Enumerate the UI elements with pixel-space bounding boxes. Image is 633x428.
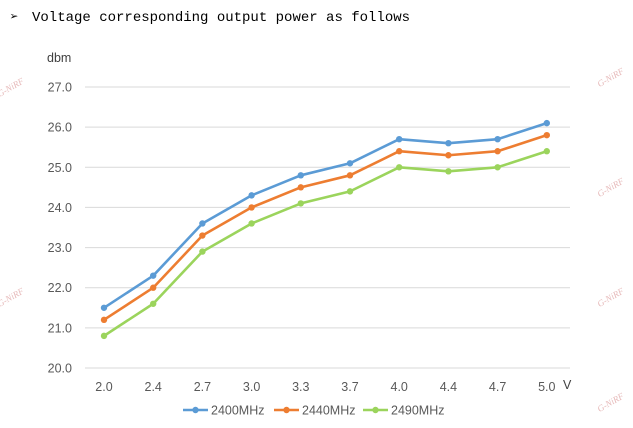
data-point-2400MHz — [396, 135, 403, 143]
x-tick-label: 2.7 — [194, 380, 211, 394]
y-tick-label: 21.0 — [48, 321, 72, 335]
x-tick-label: 3.3 — [292, 380, 309, 394]
page-heading: ➢ Voltage corresponding output power as f… — [10, 9, 410, 26]
series-line-2440MHz — [103, 133, 548, 321]
y-tick-label: 25.0 — [48, 161, 72, 175]
x-tick-label: 2.4 — [145, 380, 162, 394]
y-tick-label: 20.0 — [48, 362, 72, 376]
data-point-2400MHz — [297, 172, 304, 179]
arrow-bullet-icon: ➢ — [10, 10, 19, 26]
watermark-text: G-NiRF — [0, 286, 26, 309]
data-point-2490MHz — [445, 168, 452, 175]
data-point-2490MHz — [150, 300, 157, 307]
data-point-2440MHz — [346, 172, 354, 179]
heading-text: Voltage corresponding output power as fo… — [32, 10, 411, 26]
watermark-text: G-NiRF — [0, 76, 26, 99]
legend-swatch-marker — [192, 406, 199, 414]
data-point-2400MHz — [494, 135, 501, 143]
y-tick-label: 24.0 — [48, 201, 72, 215]
data-point-2400MHz — [100, 304, 108, 311]
data-point-2440MHz — [248, 204, 255, 211]
x-tick-label: 3.0 — [243, 380, 260, 394]
y-tick-label: 27.0 — [48, 81, 72, 95]
series-line-2400MHz — [103, 121, 548, 309]
x-tick-label: 4.4 — [440, 380, 457, 394]
data-point-2490MHz — [297, 200, 304, 207]
legend-swatch-marker — [372, 406, 379, 414]
x-axis-unit-label: V — [563, 378, 572, 392]
x-tick-label: 4.0 — [391, 380, 408, 394]
data-point-2440MHz — [297, 184, 304, 191]
y-axis-unit-label: dbm — [47, 51, 71, 65]
legend-label: 2490MHz — [391, 404, 445, 418]
data-point-2400MHz — [543, 119, 550, 127]
watermark-text: G-NiRF — [595, 286, 626, 309]
data-point-2440MHz — [494, 148, 501, 155]
data-point-2400MHz — [150, 272, 157, 279]
y-tick-label: 22.0 — [48, 281, 72, 295]
x-tick-label: 2.0 — [95, 380, 112, 394]
data-point-2490MHz — [543, 148, 550, 155]
data-point-2490MHz — [396, 164, 403, 171]
data-point-2440MHz — [543, 131, 550, 139]
watermark-text: G-NiRF — [595, 66, 626, 89]
y-tick-label: 23.0 — [48, 241, 72, 255]
data-point-2400MHz — [445, 140, 452, 147]
legend-swatch-marker — [283, 406, 290, 414]
data-point-2440MHz — [199, 232, 206, 239]
data-point-2400MHz — [199, 220, 206, 227]
data-point-2400MHz — [248, 192, 255, 199]
data-point-2440MHz — [100, 316, 108, 324]
data-point-2400MHz — [346, 160, 354, 167]
data-point-2490MHz — [494, 164, 501, 171]
data-point-2490MHz — [248, 220, 255, 227]
data-point-2440MHz — [150, 284, 157, 291]
watermark-text: G-NiRF — [595, 391, 626, 414]
series-line-2490MHz — [103, 149, 548, 337]
data-point-2440MHz — [396, 148, 403, 155]
x-tick-label: 3.7 — [341, 380, 358, 394]
data-point-2440MHz — [445, 152, 452, 159]
legend-label: 2400MHz — [211, 404, 265, 418]
data-point-2490MHz — [199, 248, 206, 255]
watermark-text: G-NiRF — [595, 176, 626, 199]
x-tick-label: 4.7 — [489, 380, 506, 394]
y-tick-label: 26.0 — [48, 121, 72, 135]
data-point-2490MHz — [100, 332, 108, 340]
legend-label: 2440MHz — [302, 404, 356, 418]
x-tick-label: 5.0 — [538, 380, 555, 394]
data-point-2490MHz — [346, 188, 354, 195]
